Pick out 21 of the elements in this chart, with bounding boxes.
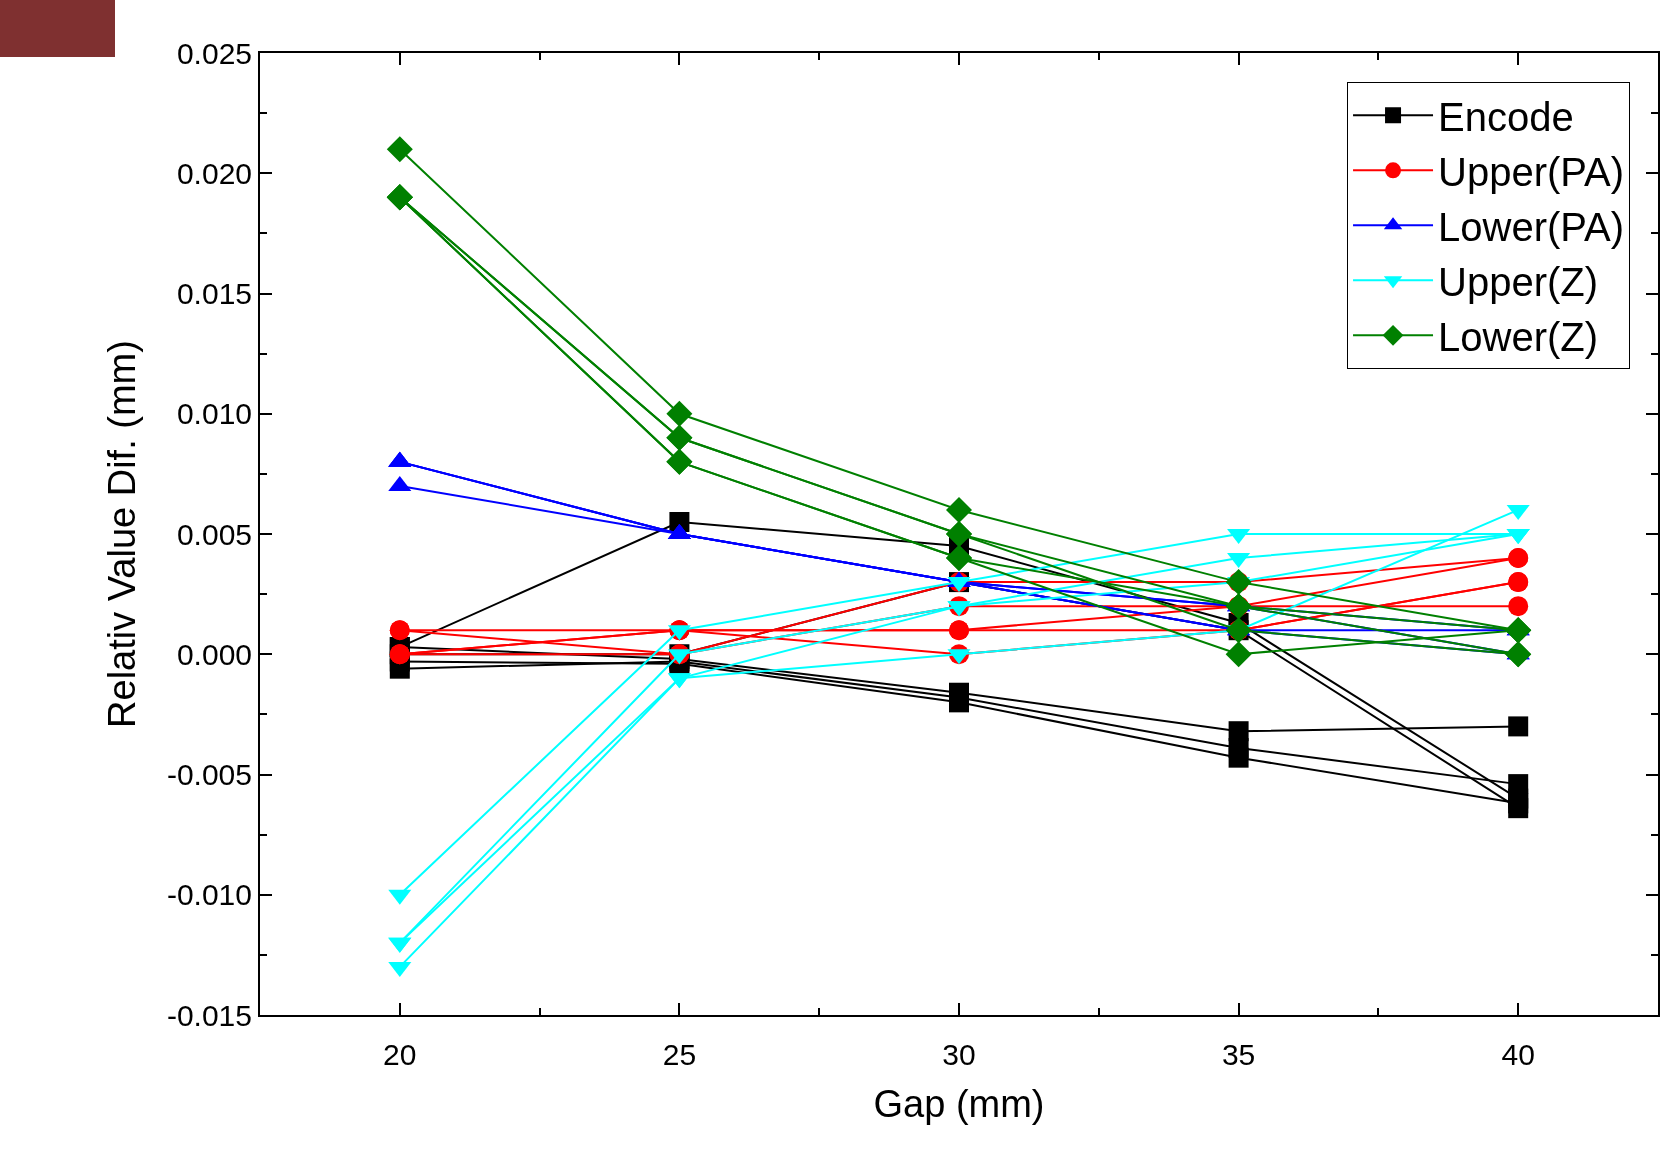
x-tick-label: 20	[383, 1038, 417, 1071]
y-tick-label: 0.000	[176, 637, 252, 671]
y-tick-label: -0.010	[166, 878, 252, 912]
y-tick-label: -0.015	[166, 998, 252, 1032]
y-tick-label: 0.005	[176, 517, 252, 551]
x-tick-label: 30	[942, 1038, 976, 1071]
y-tick-label: 0.015	[176, 277, 252, 310]
y-tick-label: -0.005	[166, 758, 252, 791]
x-tick-label: 40	[1501, 1038, 1535, 1071]
legend-label: Lower(PA)	[1438, 204, 1625, 249]
legend-label: Encode	[1438, 94, 1574, 139]
legend-label: Lower(Z)	[1438, 314, 1599, 359]
legend-label: Upper(Z)	[1438, 259, 1599, 304]
x-tick-label: 25	[662, 1038, 697, 1071]
y-axis-title: Relativ Value Dif. (mm)	[100, 340, 143, 728]
x-tick-label: 35	[1221, 1038, 1256, 1071]
x-axis-title: Gap (mm)	[873, 1082, 1045, 1125]
legend-label: Upper(PA)	[1438, 149, 1625, 194]
y-tick-label: 0.025	[176, 36, 252, 70]
y-tick-label: 0.020	[176, 156, 252, 190]
y-tick-label: 0.010	[176, 397, 252, 431]
